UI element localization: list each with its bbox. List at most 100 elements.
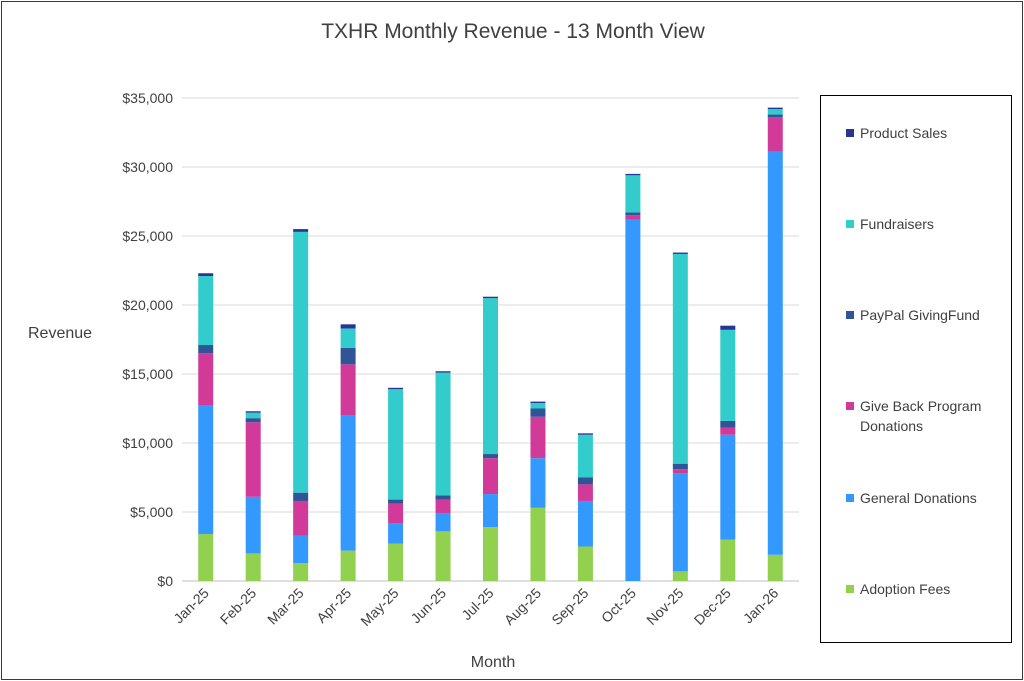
bar-segment [435, 531, 451, 581]
bar-segment [720, 420, 736, 428]
bar-segment [340, 324, 356, 329]
bar-segment [435, 513, 451, 532]
x-tick-label: Jul-25 [458, 585, 496, 623]
bar-segment [672, 253, 688, 464]
legend-item: Adoption Fees [846, 579, 1006, 599]
bar-segment [388, 503, 404, 524]
bar-segment [577, 484, 593, 501]
bar-segment [530, 408, 546, 417]
bar-segment [625, 173, 641, 176]
bar-segment [672, 252, 688, 254]
bar-segment [293, 492, 309, 501]
bar-segment [530, 458, 546, 508]
legend-item: Product Sales [846, 123, 1006, 143]
bar-segment [198, 273, 214, 277]
bar-segment [388, 499, 404, 504]
bar-segment [388, 523, 404, 544]
y-tick-label: $25,000 [122, 228, 173, 244]
bar-segment [577, 477, 593, 485]
legend-swatch [846, 585, 854, 593]
bar-segment [577, 434, 593, 478]
legend-swatch [846, 220, 854, 228]
x-tick-label: Jun-25 [408, 585, 450, 627]
bar-segment [483, 458, 498, 495]
bar-segment [198, 345, 214, 354]
bar-segment [293, 563, 309, 581]
legend-label: Give Back Program Donations [860, 398, 982, 434]
legend-label: Fundraisers [860, 216, 934, 232]
bar-segment [435, 495, 451, 500]
bar-segment [198, 276, 214, 346]
x-axis-label: Month [470, 654, 516, 671]
legend-swatch [846, 129, 854, 137]
bar-segment [245, 418, 261, 423]
y-tick-label: $35,000 [122, 90, 173, 106]
bar-segment [530, 507, 546, 581]
bar-segment [388, 389, 404, 500]
bar-segment [577, 546, 593, 581]
bar-segment [720, 329, 736, 421]
bar-segment [435, 372, 451, 496]
x-tick-label: Aug-25 [501, 585, 544, 628]
bar-segment [720, 427, 736, 435]
bar-segment [625, 215, 641, 220]
bar-segment [483, 454, 498, 459]
bar-segment [293, 231, 309, 493]
bar-segment [293, 535, 309, 564]
bar-segment [435, 371, 451, 373]
bar-segment [198, 405, 214, 535]
bar-segment [625, 175, 641, 213]
x-tick-label: Feb-25 [217, 585, 260, 628]
legend-item: Give Back Program Donations [846, 396, 1006, 436]
bar-segment [767, 107, 783, 110]
legend-label: Adoption Fees [860, 581, 951, 597]
bar-segment [530, 402, 546, 409]
bar-segment [245, 422, 261, 497]
bar-segment [435, 499, 451, 514]
bar-segment [672, 463, 688, 470]
bar-segment [625, 212, 641, 216]
chart-title: TXHR Monthly Revenue - 13 Month View [321, 20, 705, 43]
bar-segment [577, 433, 593, 435]
bar-segment [388, 543, 404, 581]
bar-segment [767, 114, 783, 118]
legend-swatch [846, 311, 854, 319]
legend-label: Product Sales [860, 125, 948, 141]
bar-segment [245, 496, 261, 554]
bar-segment [293, 229, 309, 232]
bar-segment [767, 117, 783, 152]
bar-segment [483, 494, 498, 528]
legend-swatch [846, 494, 854, 502]
bar-segment [198, 534, 214, 581]
y-tick-label: $30,000 [122, 159, 173, 175]
bar-segment [767, 151, 783, 555]
legend-item: Fundraisers [846, 214, 1006, 234]
bar-segment [720, 539, 736, 581]
bar-segment [625, 219, 641, 581]
bar-segment [720, 325, 736, 330]
bar-segment [720, 434, 736, 540]
bar-segment [530, 416, 546, 459]
x-tick-label: Sep-25 [548, 585, 591, 628]
y-tick-label: $0 [157, 573, 173, 589]
legend-swatch [846, 402, 854, 410]
x-tick-label: May-25 [357, 585, 401, 629]
bar-segment [245, 412, 261, 419]
y-tick-label: $15,000 [122, 366, 173, 382]
bar-segment [483, 298, 498, 455]
x-tick-label: Apr-25 [313, 585, 354, 626]
x-tick-label: Nov-25 [643, 585, 686, 628]
bar-segment [672, 469, 688, 474]
bar-segment [340, 550, 356, 581]
bar-segment [245, 553, 261, 581]
bar-segment [293, 500, 309, 536]
x-tick-label: Jan-25 [170, 585, 212, 627]
bar-segment [767, 554, 783, 581]
bar-segment [340, 415, 356, 551]
bar-segment [672, 473, 688, 572]
legend-label: PayPal GivingFund [860, 307, 980, 323]
y-axis-label: Revenue [28, 325, 93, 342]
legend-item: PayPal GivingFund [846, 305, 1006, 325]
bar-segment [198, 353, 214, 406]
